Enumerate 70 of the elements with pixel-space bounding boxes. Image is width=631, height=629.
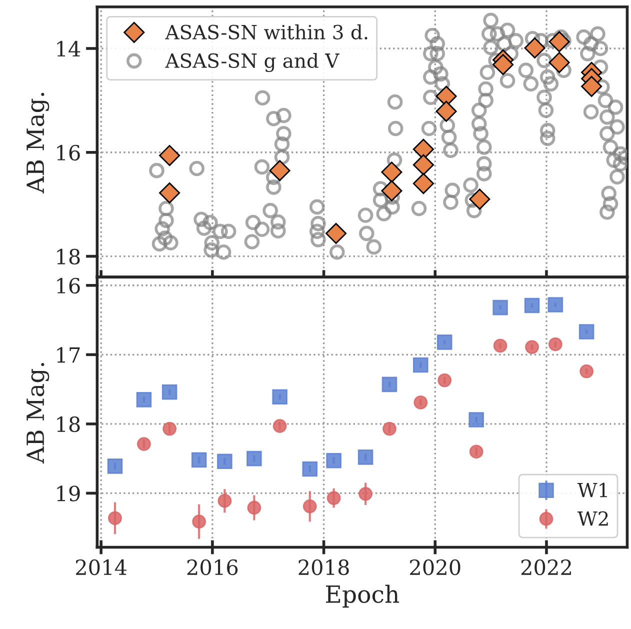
x-tick-label: 2022: [521, 559, 571, 576]
point: [191, 452, 207, 468]
point: [436, 100, 457, 122]
point: [414, 396, 428, 410]
point: [269, 160, 290, 182]
point: [136, 392, 152, 408]
y-tick-label: 18: [57, 248, 80, 265]
y-tick-label: 19: [57, 486, 80, 502]
point: [302, 499, 317, 514]
point: [246, 450, 262, 466]
point: [438, 373, 452, 388]
point: [412, 173, 434, 194]
point: [192, 514, 206, 529]
legend-label: ASAS-SN within 3 d.: [165, 24, 368, 40]
point: [492, 300, 508, 316]
point: [247, 500, 262, 515]
point: [524, 37, 546, 58]
point: [548, 52, 570, 74]
legend-label: ASAS-SN g and V: [165, 52, 340, 72]
point: [326, 491, 341, 505]
y-tick-label: 18: [57, 416, 80, 432]
x-axis-title: Epoch: [326, 584, 400, 608]
point: [272, 419, 287, 433]
point: [548, 337, 562, 352]
x-tick-label: 2016: [187, 559, 238, 576]
point: [382, 422, 396, 436]
point: [159, 182, 180, 204]
point: [381, 162, 402, 183]
point: [107, 458, 123, 474]
y-axis-title: AB Mag.: [26, 92, 50, 194]
y-tick-label: 16: [57, 144, 80, 161]
point: [159, 144, 180, 166]
y-axis-title: AB Mag.: [26, 362, 50, 464]
point: [469, 444, 484, 459]
y-tick-label: 16: [57, 278, 80, 294]
point: [326, 222, 347, 244]
point: [326, 453, 342, 468]
point: [272, 389, 288, 405]
point: [578, 324, 594, 340]
point: [436, 334, 452, 350]
point: [581, 76, 602, 97]
point: [525, 340, 539, 354]
point: [548, 297, 564, 312]
point: [218, 494, 232, 508]
point: [493, 338, 508, 353]
point: [469, 188, 490, 210]
point: [382, 376, 398, 392]
x-tick-label: 2014: [76, 559, 127, 576]
point: [524, 298, 540, 314]
point: [468, 412, 484, 428]
x-tick-label: 2020: [410, 559, 460, 576]
point: [136, 437, 151, 451]
x-tick-label: 2018: [298, 559, 349, 576]
point: [108, 511, 122, 526]
point: [548, 31, 570, 52]
point: [580, 364, 594, 378]
y-tick-label: 17: [57, 347, 80, 363]
point: [358, 486, 372, 501]
legend-label: W2: [577, 511, 608, 526]
y-tick-label: 14: [57, 40, 80, 56]
legend-label: W1: [577, 482, 607, 498]
point: [162, 422, 176, 436]
point: [492, 54, 514, 76]
point: [302, 461, 318, 477]
point: [413, 357, 428, 373]
point: [381, 180, 402, 202]
point: [217, 454, 232, 469]
point: [412, 154, 434, 176]
point: [358, 450, 374, 465]
point: [162, 384, 178, 400]
